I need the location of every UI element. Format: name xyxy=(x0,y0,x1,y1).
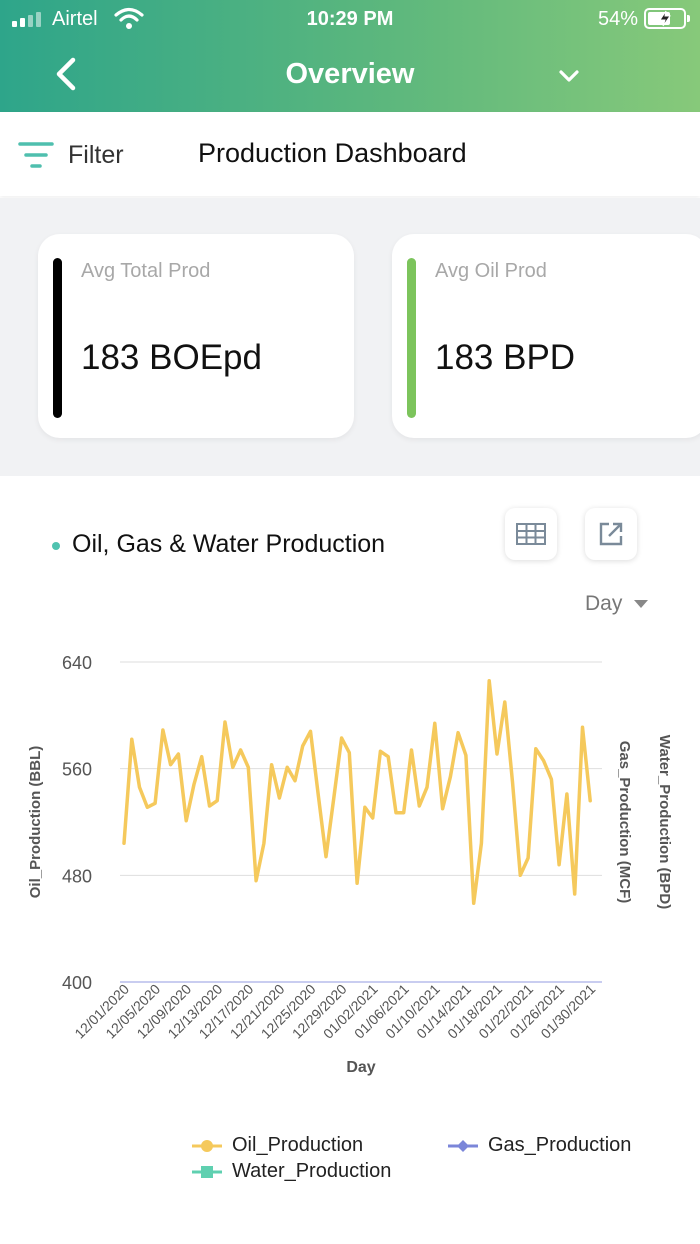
right-axis-label-gas: Gas_Production (MCF) xyxy=(616,741,633,904)
right-axis-label-water: Water_Production (BPD) xyxy=(656,735,673,909)
table-icon xyxy=(516,523,546,545)
filter-button[interactable]: Filter xyxy=(18,138,124,172)
status-bar: Airtel 10:29 PM 54% xyxy=(0,0,700,40)
chart-title: Oil, Gas & Water Production xyxy=(72,530,386,558)
kpi-label: Avg Oil Prod xyxy=(435,260,547,282)
period-select[interactable]: Day xyxy=(585,592,649,616)
period-select-value: Day xyxy=(585,592,623,615)
back-button[interactable] xyxy=(48,54,84,94)
page-title: Overview xyxy=(285,58,415,90)
legend-item-gas[interactable]: Gas_Production xyxy=(448,1134,631,1157)
top-bar: Airtel 10:29 PM 54% Overview xyxy=(0,0,700,112)
production-chart-card: Oil, Gas & Water Production Day 400 480 56… xyxy=(0,476,700,1244)
caret-down-icon xyxy=(634,600,649,608)
overview-dropdown-button[interactable] xyxy=(552,62,586,90)
external-link-icon xyxy=(599,522,623,546)
kpi-card-oil[interactable]: Avg Oil Prod 183 BPD xyxy=(392,234,700,438)
series-line-oil-production xyxy=(122,678,592,906)
y-tick-label: 560 xyxy=(62,760,92,780)
chevron-left-icon xyxy=(56,57,76,91)
filter-icon xyxy=(18,142,54,168)
y-tick-label: 640 xyxy=(62,653,92,673)
kpi-cards: Avg Total Prod 183 BOEpd Avg Oil Prod 18… xyxy=(0,198,700,476)
wifi-icon xyxy=(114,7,144,29)
card-accent-bar xyxy=(53,258,62,418)
kpi-value: 183 BOEpd xyxy=(81,338,262,377)
chevron-down-icon xyxy=(559,70,579,82)
battery-percentage: 54% xyxy=(597,8,638,30)
status-time: 10:29 PM xyxy=(306,8,394,30)
battery-icon xyxy=(644,8,690,29)
legend-gas-marker xyxy=(448,1139,478,1152)
dashboard-title: Production Dashboard xyxy=(198,138,467,168)
carrier-name: Airtel xyxy=(52,8,98,30)
dashboard-header: Filter Production Dashboard xyxy=(0,112,700,196)
y-tick-label: 480 xyxy=(62,866,92,886)
table-view-button[interactable] xyxy=(505,508,557,560)
legend-water-marker xyxy=(192,1165,222,1178)
legend-item-oil[interactable]: Oil_Production xyxy=(192,1134,363,1157)
legend-label: Oil_Production xyxy=(232,1134,364,1156)
y-axis-label: Oil_Production (BBL) xyxy=(27,746,44,899)
production-line-chart: 40048056064012/01/202012/05/202012/09/20… xyxy=(27,653,673,1076)
open-external-button[interactable] xyxy=(585,508,637,560)
kpi-value: 183 BPD xyxy=(435,338,576,377)
kpi-card-total[interactable]: Avg Total Prod 183 BOEpd xyxy=(38,234,354,438)
legend-label: Gas_Production xyxy=(488,1134,632,1156)
signal-icon xyxy=(12,11,44,27)
card-accent-bar xyxy=(407,258,416,418)
filter-label: Filter xyxy=(68,140,124,169)
kpi-label: Avg Total Prod xyxy=(81,260,211,282)
legend-label: Water_Production xyxy=(232,1160,392,1182)
legend-item-water[interactable]: Water_Production xyxy=(192,1160,391,1183)
title-bullet xyxy=(52,542,60,550)
y-tick-label: 400 xyxy=(62,973,92,993)
legend-oil-marker xyxy=(192,1139,222,1152)
x-axis-label: Day xyxy=(346,1059,375,1076)
